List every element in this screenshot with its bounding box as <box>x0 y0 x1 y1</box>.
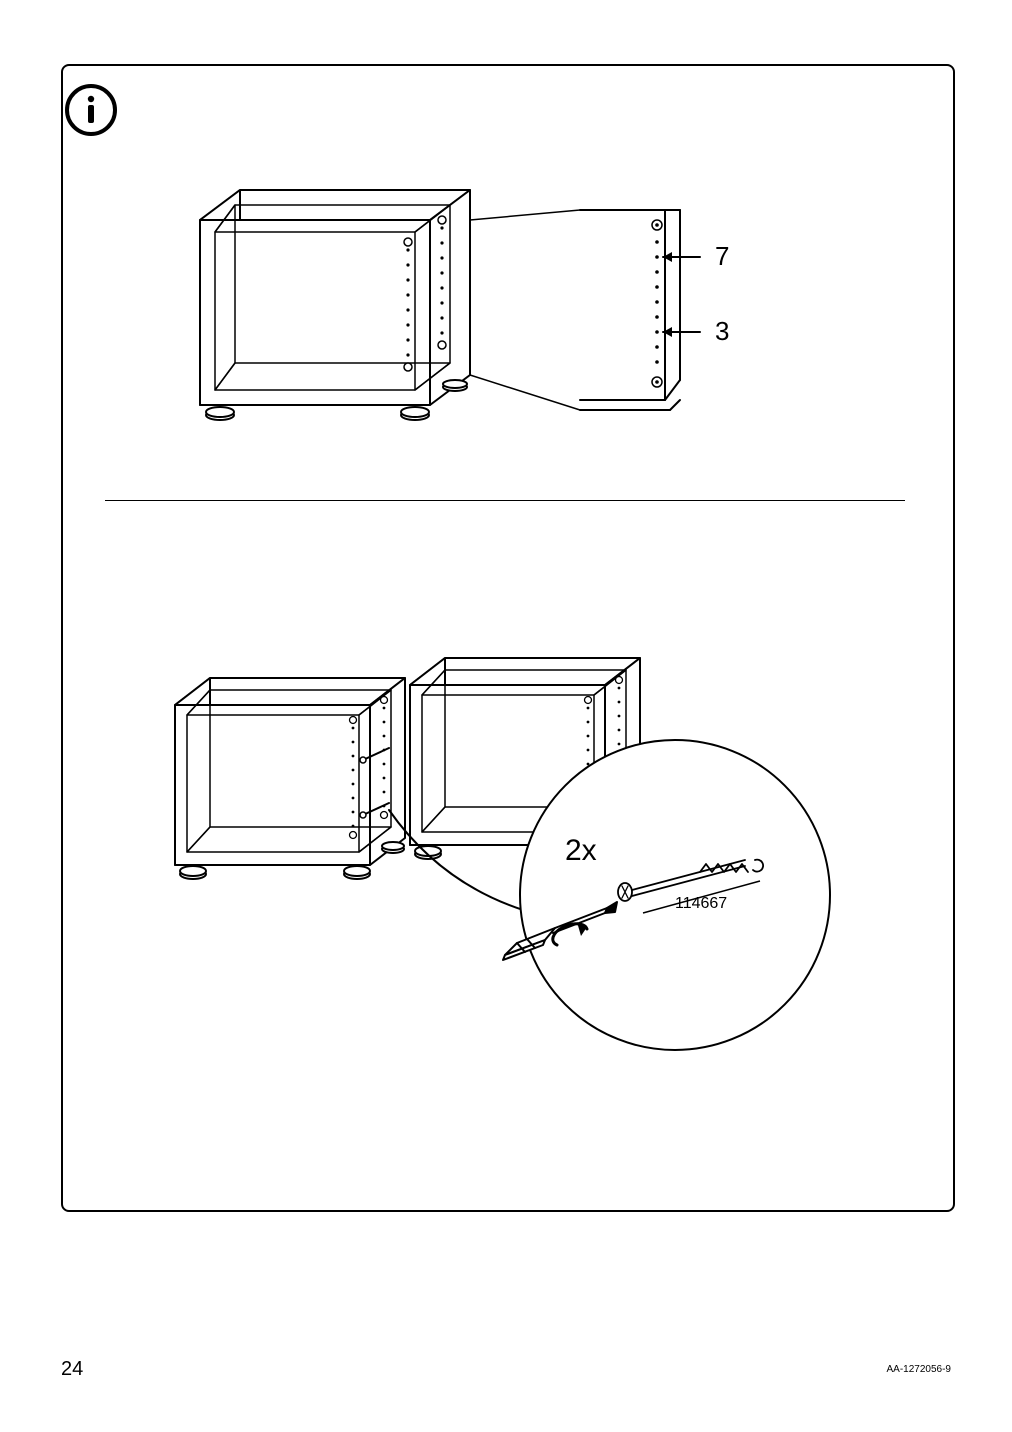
top-diagram: 7 3 <box>160 150 860 490</box>
screw-count-label: 2x <box>565 834 597 867</box>
document-id: AA-1272056-9 <box>887 1364 952 1375</box>
section-divider <box>105 500 905 501</box>
hole-label-upper: 7 <box>715 241 729 271</box>
page-root: 7 3 <box>0 0 1012 1432</box>
page-number: 24 <box>61 1358 83 1381</box>
hole-label-lower: 3 <box>715 316 729 346</box>
bottom-diagram: 2x 114667 <box>145 620 875 1070</box>
